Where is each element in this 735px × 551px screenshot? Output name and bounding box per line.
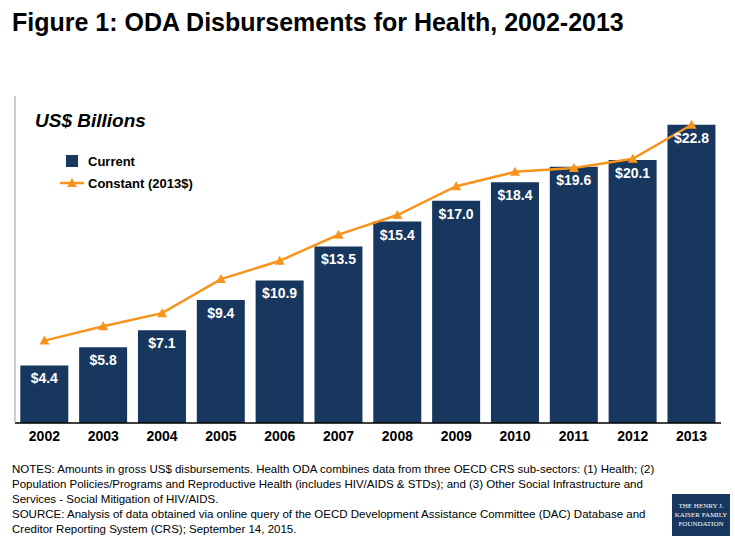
- html-text:Constant (2013$): Constant (2013$): [88, 175, 193, 191]
- svg-text:2010: 2010: [500, 428, 531, 444]
- svg-text:$4.4: $4.4: [31, 370, 58, 386]
- html-text:Current: Current: [88, 153, 135, 169]
- svg-text:2013: 2013: [676, 428, 707, 444]
- svg-text:$17.0: $17.0: [439, 206, 474, 222]
- svg-text:$13.5: $13.5: [321, 251, 356, 267]
- svg-text:$15.4: $15.4: [380, 227, 415, 243]
- svg-text:2005: 2005: [205, 428, 236, 444]
- svg-text:2012: 2012: [617, 428, 648, 444]
- html-text:NOTES: Amounts in gross US$ di: NOTES: Amounts in gross US$ disbursement…: [12, 463, 655, 505]
- svg-text:2004: 2004: [147, 428, 178, 444]
- svg-text:2007: 2007: [323, 428, 354, 444]
- html-text:SOURCE: Analysis of data obtai: SOURCE: Analysis of data obtained via on…: [12, 508, 646, 535]
- svg-text:2003: 2003: [88, 428, 119, 444]
- svg-text:$20.1: $20.1: [615, 165, 650, 181]
- svg-text:$18.4: $18.4: [497, 187, 532, 203]
- svg-text:$7.1: $7.1: [148, 335, 175, 351]
- svg-text:$22.8: $22.8: [674, 130, 709, 146]
- html-text:THE HENRY J. KAISER FAMILY FOU: THE HENRY J. KAISER FAMILY FOUNDATION: [674, 501, 728, 528]
- svg-text:$9.4: $9.4: [207, 305, 234, 321]
- svg-text:2008: 2008: [382, 428, 413, 444]
- svg-text:$5.8: $5.8: [90, 352, 117, 368]
- svg-text:$10.9: $10.9: [262, 285, 297, 301]
- html-text:US$ Billions: US$ Billions: [35, 110, 146, 131]
- html-text:Figure 1: ODA Disbursements fo: Figure 1: ODA Disbursements for Health, …: [12, 8, 624, 36]
- svg-text:2011: 2011: [559, 428, 590, 444]
- svg-text:2002: 2002: [29, 428, 60, 444]
- svg-text:2006: 2006: [264, 428, 295, 444]
- svg-text:2009: 2009: [441, 428, 472, 444]
- svg-text:$19.6: $19.6: [556, 172, 591, 188]
